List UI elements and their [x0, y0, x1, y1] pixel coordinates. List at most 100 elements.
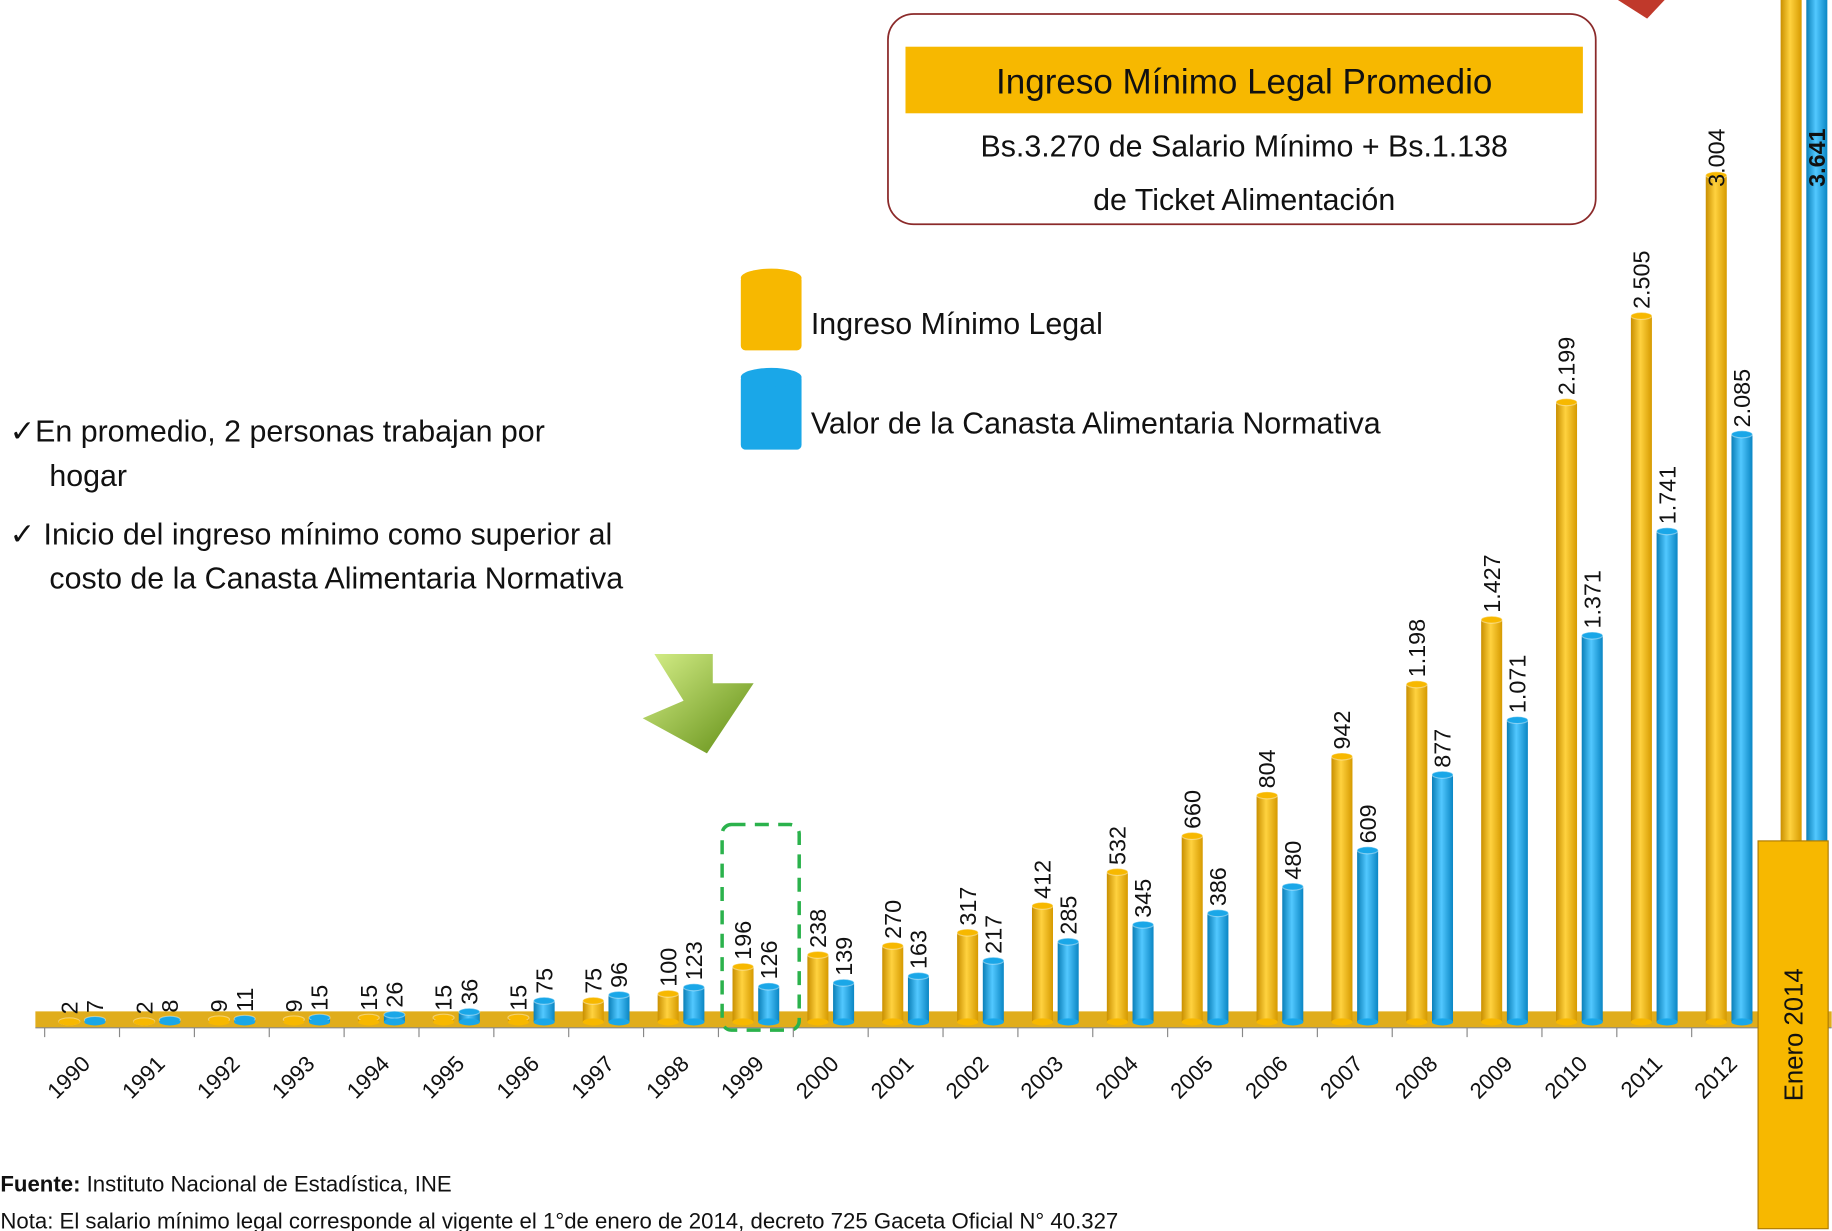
bar-cap: [956, 928, 979, 937]
bar-base: [358, 1018, 380, 1026]
bar-cap: [533, 996, 556, 1005]
value-label: 285: [1055, 896, 1081, 935]
bar-base: [608, 1018, 630, 1026]
bar: [1181, 835, 1203, 1022]
value-label: 1.071: [1505, 655, 1531, 713]
bar: [533, 1000, 555, 1022]
bar-cap: [1281, 882, 1304, 891]
x-tick-label: 2011: [1616, 1051, 1667, 1102]
value-label: 15: [431, 985, 457, 1011]
bar-base: [234, 1018, 256, 1026]
bar-cap: [832, 978, 855, 987]
x-tick-label: 1996: [492, 1051, 545, 1104]
bar-base: [208, 1018, 230, 1026]
bar: [1031, 905, 1053, 1022]
value-label: 8: [157, 1000, 183, 1013]
value-label: 317: [955, 887, 981, 926]
value-label: 386: [1205, 867, 1231, 906]
value-label: 480: [1280, 841, 1306, 880]
bar-cap: [1330, 752, 1354, 761]
x-tick-label: 2008: [1390, 1051, 1443, 1104]
bar-base: [1481, 1018, 1503, 1026]
bar-cap: [607, 990, 631, 999]
bar-base: [458, 1018, 480, 1026]
floor: [35, 1011, 1832, 1028]
x-tick-label: 2004: [1090, 1051, 1143, 1104]
value-label: 3.641: [1804, 128, 1830, 186]
bar-base: [957, 1018, 979, 1026]
bar-base: [982, 1018, 1004, 1026]
x-tick-label: 2007: [1315, 1051, 1368, 1104]
value-label: 36: [456, 979, 482, 1005]
value-label: 15: [356, 985, 382, 1011]
value-label: 9: [281, 999, 307, 1012]
bar-base: [732, 1018, 754, 1026]
bar: [758, 986, 780, 1022]
bar-cap: [1730, 430, 1754, 439]
bar-base: [1106, 1018, 1128, 1026]
callout-line: de Ticket Alimentación: [1093, 184, 1395, 217]
bar-base: [309, 1018, 331, 1026]
bar-base: [1256, 1018, 1278, 1026]
bar-cap: [1581, 631, 1604, 640]
x-tick-label: Enero 2014: [1780, 968, 1808, 1101]
bar: [458, 1011, 480, 1022]
legend-label: Ingreso Mínimo Legal: [811, 308, 1103, 341]
bar-base: [159, 1018, 181, 1026]
x-tick-label: 2002: [941, 1051, 994, 1104]
x-tick-label: 1992: [192, 1051, 245, 1104]
value-label: 345: [1130, 879, 1156, 918]
x-tick-label: 1998: [641, 1051, 694, 1104]
x-tick-label: 1993: [267, 1051, 320, 1104]
value-label: 942: [1329, 710, 1355, 749]
source-text: Instituto Nacional de Estadística, INE: [87, 1171, 452, 1196]
bar: [1406, 684, 1428, 1022]
bar-cap: [1656, 527, 1679, 536]
x-tick-label: 2003: [1016, 1051, 1069, 1104]
x-tick-label: 2009: [1465, 1051, 1518, 1104]
bar-base: [283, 1018, 305, 1026]
value-label: 100: [655, 948, 681, 987]
bar: [1481, 619, 1503, 1022]
x-tick-label: 2001: [866, 1051, 919, 1104]
bar: [907, 976, 929, 1022]
value-label: 163: [906, 930, 932, 969]
legend-swatch: [740, 275, 802, 351]
legend-label: Valor de la Canasta Alimentaria Normativ…: [811, 407, 1381, 440]
bar: [657, 993, 679, 1022]
bar: [1806, 0, 1828, 1022]
bar-base: [907, 1018, 929, 1026]
value-label: 123: [681, 941, 707, 980]
bar: [1106, 872, 1128, 1022]
bar: [982, 960, 1004, 1022]
bar: [732, 966, 754, 1022]
x-tick-label: 2006: [1240, 1051, 1293, 1104]
value-label: 11: [232, 988, 258, 1012]
bar-base: [1406, 1018, 1428, 1026]
value-label: 238: [805, 909, 831, 948]
bar: [1256, 795, 1278, 1022]
bar-cap: [1206, 909, 1230, 918]
value-label: 1.427: [1479, 554, 1505, 612]
bar-base: [1656, 1018, 1678, 1026]
note: hogar: [49, 460, 127, 493]
x-tick-label: 1990: [42, 1051, 95, 1104]
value-label: 217: [980, 915, 1006, 954]
value-label: 15: [307, 985, 333, 1011]
bar-cap: [582, 996, 605, 1005]
bar-cap: [1705, 171, 1728, 180]
bar-base: [833, 1018, 855, 1026]
bar-cap: [1506, 716, 1529, 725]
bar: [683, 987, 705, 1022]
bar-base: [657, 1018, 679, 1026]
note: costo de la Canasta Alimentaria Normativ…: [49, 563, 623, 596]
bar: [807, 954, 829, 1022]
bar-cap: [1131, 920, 1155, 929]
bar-base: [58, 1018, 80, 1026]
bar-base: [1705, 1018, 1727, 1026]
bar: [882, 945, 904, 1022]
bar-base: [1132, 1018, 1154, 1026]
bar: [1282, 886, 1304, 1022]
value-label: 1.198: [1404, 619, 1430, 677]
